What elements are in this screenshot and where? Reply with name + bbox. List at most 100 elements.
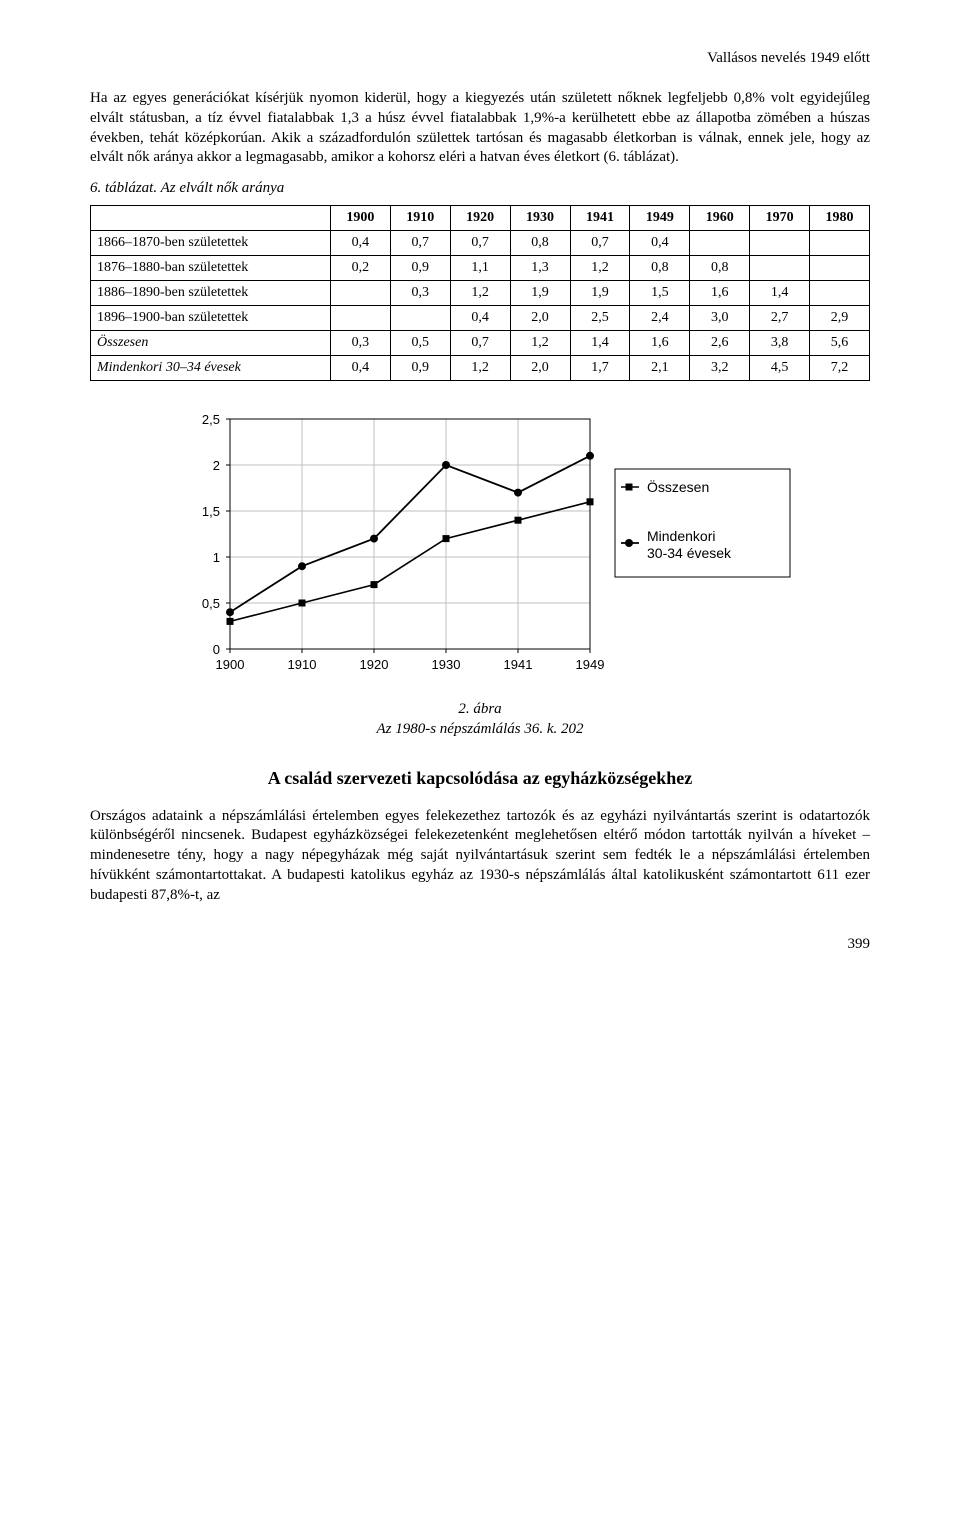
cell [750, 256, 810, 281]
chart-container: 0 0,5 1 1,5 2 2,5 1900 1910 1920 1930 1941 1949 Össz… [160, 409, 800, 689]
figure-caption-line2: Az 1980-s népszámlálás 36. k. 202 [376, 721, 583, 737]
paragraph-1: Ha az egyes generációkat kísérjük nyomon… [90, 89, 870, 168]
cell: 0,5 [390, 331, 450, 356]
svg-text:1941: 1941 [504, 657, 533, 672]
svg-text:0: 0 [213, 642, 220, 657]
cell: 1,1 [450, 256, 510, 281]
cell: 0,3 [330, 331, 390, 356]
cell: 0,7 [570, 231, 630, 256]
cell: 5,6 [810, 331, 870, 356]
cell: 1,7 [570, 356, 630, 381]
paragraph-2: Országos adataink a népszámlálási értele… [90, 807, 870, 906]
cell: 1,2 [570, 256, 630, 281]
table-row: Összesen0,30,50,71,21,41,62,63,85,6 [91, 331, 870, 356]
cell: 1,2 [450, 356, 510, 381]
cell: 2,1 [630, 356, 690, 381]
cell: 2,0 [510, 356, 570, 381]
cell: 0,8 [510, 231, 570, 256]
table-row: Mindenkori 30–34 évesek0,40,91,22,01,72,… [91, 356, 870, 381]
col-1970: 1970 [750, 206, 810, 231]
cell: 0,9 [390, 256, 450, 281]
cell: 1,4 [750, 281, 810, 306]
col-1941: 1941 [570, 206, 630, 231]
svg-text:1910: 1910 [288, 657, 317, 672]
svg-text:2: 2 [213, 458, 220, 473]
cell [390, 306, 450, 331]
cell [330, 306, 390, 331]
cell: 0,7 [390, 231, 450, 256]
row-label: 1866–1870-ben születettek [91, 231, 331, 256]
table-row: 1896–1900-ban születettek 0,42,02,52,43,0… [91, 306, 870, 331]
cell: 2,9 [810, 306, 870, 331]
table-row: 1876–1880-ban születettek0,20,91,11,31,2… [91, 256, 870, 281]
cell: 1,9 [570, 281, 630, 306]
col-1949: 1949 [630, 206, 690, 231]
svg-text:1930: 1930 [432, 657, 461, 672]
col-1930: 1930 [510, 206, 570, 231]
table-row: 1866–1870-ben születettek0,40,70,70,80,7… [91, 231, 870, 256]
cell: 2,5 [570, 306, 630, 331]
svg-text:0,5: 0,5 [202, 596, 220, 611]
figure-caption: 2. ábra Az 1980-s népszámlálás 36. k. 20… [90, 699, 870, 740]
running-header: Vallásos nevelés 1949 előtt [90, 50, 870, 67]
svg-text:1,5: 1,5 [202, 504, 220, 519]
table-row: 1886–1890-ben születettek0,31,21,91,91,5… [91, 281, 870, 306]
cell: 2,0 [510, 306, 570, 331]
cell: 0,4 [630, 231, 690, 256]
cell: 1,2 [510, 331, 570, 356]
svg-text:30-34 évesek: 30-34 évesek [647, 545, 732, 561]
svg-text:Mindenkori: Mindenkori [647, 528, 715, 544]
cell: 0,4 [330, 231, 390, 256]
cell: 0,2 [330, 256, 390, 281]
row-label: Összesen [91, 331, 331, 356]
col-1920: 1920 [450, 206, 510, 231]
cell [810, 281, 870, 306]
cell: 1,5 [630, 281, 690, 306]
cell: 0,3 [390, 281, 450, 306]
cell: 3,8 [750, 331, 810, 356]
cell: 3,0 [690, 306, 750, 331]
cell: 3,2 [690, 356, 750, 381]
col-1980: 1980 [810, 206, 870, 231]
col-1910: 1910 [390, 206, 450, 231]
cell: 1,3 [510, 256, 570, 281]
col-1960: 1960 [690, 206, 750, 231]
table-divorced-women: 1900 1910 1920 1930 1941 1949 1960 1970 … [90, 205, 870, 381]
cell: 7,2 [810, 356, 870, 381]
row-label: Mindenkori 30–34 évesek [91, 356, 331, 381]
cell: 1,4 [570, 331, 630, 356]
svg-text:1949: 1949 [576, 657, 605, 672]
cell: 0,8 [630, 256, 690, 281]
cell [690, 231, 750, 256]
cell: 4,5 [750, 356, 810, 381]
cell: 1,9 [510, 281, 570, 306]
cell: 2,4 [630, 306, 690, 331]
cell: 1,6 [630, 331, 690, 356]
cell: 0,9 [390, 356, 450, 381]
cell: 0,4 [450, 306, 510, 331]
cell: 0,8 [690, 256, 750, 281]
cell [330, 281, 390, 306]
figure-caption-line1: 2. ábra [458, 701, 501, 717]
svg-text:1: 1 [213, 550, 220, 565]
page-number: 399 [90, 936, 870, 953]
cell: 0,7 [450, 331, 510, 356]
cell: 0,7 [450, 231, 510, 256]
table-corner-cell [91, 206, 331, 231]
section-heading: A család szervezeti kapcsolódása az egyh… [90, 768, 870, 789]
svg-text:1900: 1900 [216, 657, 245, 672]
cell: 2,6 [690, 331, 750, 356]
table-caption: 6. táblázat. Az elvált nők aránya [90, 180, 870, 197]
svg-text:2,5: 2,5 [202, 412, 220, 427]
cell [750, 231, 810, 256]
svg-text:Összesen: Összesen [647, 478, 709, 495]
line-chart: 0 0,5 1 1,5 2 2,5 1900 1910 1920 1930 1941 1949 Össz… [160, 409, 800, 689]
cell [810, 231, 870, 256]
svg-text:1920: 1920 [360, 657, 389, 672]
row-label: 1886–1890-ben születettek [91, 281, 331, 306]
cell [810, 256, 870, 281]
row-label: 1896–1900-ban születettek [91, 306, 331, 331]
cell: 1,2 [450, 281, 510, 306]
row-label: 1876–1880-ban születettek [91, 256, 331, 281]
cell: 0,4 [330, 356, 390, 381]
